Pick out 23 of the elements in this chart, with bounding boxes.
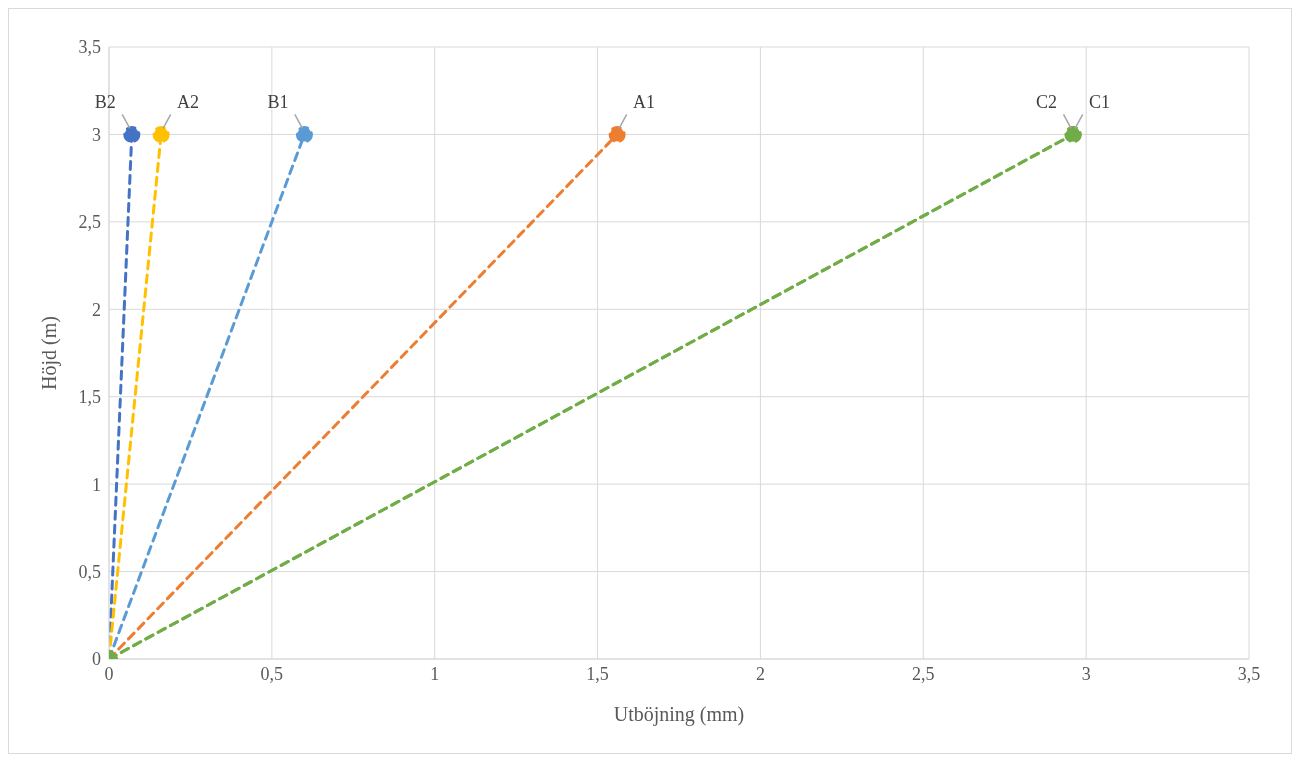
series-label: A2 bbox=[177, 92, 200, 113]
y-tick-label: 2 bbox=[92, 299, 101, 320]
y-axis-title: Höjd (m) bbox=[38, 316, 62, 390]
y-tick-label: 2,5 bbox=[78, 212, 101, 233]
x-tick-label: 0,5 bbox=[260, 663, 284, 684]
x-tick-label: 3,5 bbox=[1237, 663, 1261, 684]
y-tick-label: 0 bbox=[92, 649, 101, 670]
series-label: B2 bbox=[94, 92, 116, 113]
series-label: C1 bbox=[1089, 92, 1111, 113]
y-tick-label: 3,5 bbox=[78, 37, 101, 58]
x-tick-label: 2,5 bbox=[912, 663, 935, 684]
y-tick-label: 1 bbox=[92, 474, 101, 495]
x-tick-label: 1 bbox=[430, 663, 440, 684]
y-tick-label: 3 bbox=[92, 124, 101, 145]
series-label: C2 bbox=[1036, 92, 1058, 113]
x-tick-label: 1,5 bbox=[586, 663, 609, 684]
x-tick-label: 3 bbox=[1081, 663, 1091, 684]
y-tick-label: 1,5 bbox=[78, 387, 101, 408]
x-axis-title: Utböjning (mm) bbox=[613, 703, 745, 726]
series-label: B1 bbox=[267, 92, 289, 113]
y-tick-label: 0,5 bbox=[78, 561, 101, 582]
x-tick-label: 2 bbox=[755, 663, 765, 684]
series-label: A1 bbox=[633, 92, 656, 113]
